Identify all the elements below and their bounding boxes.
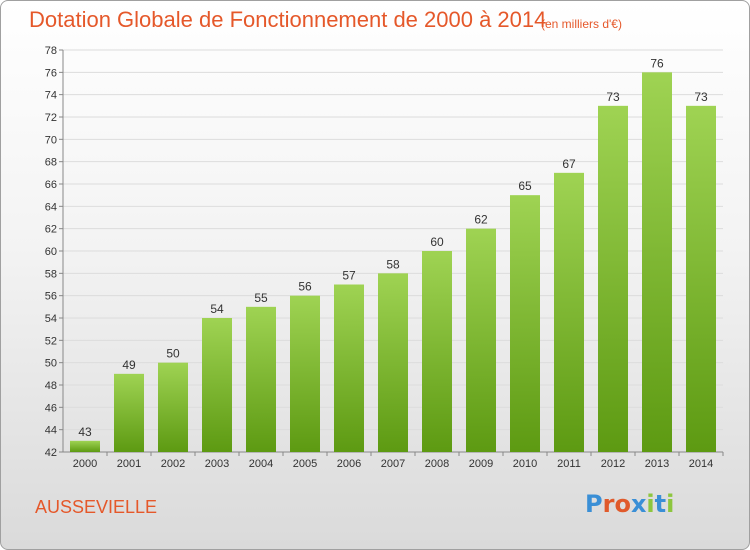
y-tick-label: 50: [45, 358, 57, 370]
y-tick-label: 74: [45, 90, 57, 102]
data-label: 55: [254, 291, 268, 305]
data-label: 67: [562, 157, 576, 171]
bar: [246, 306, 276, 452]
data-label: 56: [298, 280, 312, 294]
data-label: 76: [650, 56, 664, 70]
y-tick-label: 76: [45, 67, 57, 79]
bar: [686, 105, 716, 452]
data-label: 73: [606, 90, 620, 104]
y-tick-label: 68: [45, 157, 57, 169]
y-tick-label: 52: [45, 335, 57, 347]
bar: [378, 273, 408, 452]
y-tick-label: 42: [45, 447, 57, 459]
labels: 43 49 50 54 55 56 57 58 60 62 65 67 73 76 73: [78, 56, 708, 439]
y-tick-label: 48: [45, 380, 57, 392]
bar: [466, 228, 496, 452]
x-tick-label: 2010: [513, 458, 537, 470]
data-label: 50: [166, 347, 180, 361]
data-label: 49: [122, 358, 136, 372]
bar: [554, 172, 584, 453]
x-tick-label: 2011: [557, 458, 581, 470]
bar: [510, 195, 540, 452]
data-label: 65: [518, 179, 532, 193]
y-tick-label: 60: [45, 246, 57, 258]
x-tick-label: 2014: [689, 458, 713, 470]
data-label: 60: [430, 235, 444, 249]
y-tick-label: 54: [45, 313, 57, 325]
x-tick-label: 2008: [425, 458, 449, 470]
x-tick-label: 2012: [601, 458, 625, 470]
data-label: 58: [386, 257, 400, 271]
y-tick-label: 62: [45, 224, 57, 236]
logo-letter: r: [602, 490, 615, 518]
x-tick-label: 2005: [293, 458, 317, 470]
y-tick-label: 56: [45, 291, 57, 303]
bar: [422, 251, 452, 452]
bar: [158, 362, 188, 452]
proxiti-logo[interactable]: Proxiti: [585, 490, 674, 518]
logo-letter: i: [666, 490, 675, 518]
data-label: 62: [474, 213, 488, 227]
bar: [202, 318, 232, 452]
chart-title: Dotation Globale de Fonctionnement de 20…: [29, 7, 547, 32]
bar: [290, 295, 320, 452]
logo-letter: i: [646, 490, 655, 518]
data-label: 54: [210, 302, 224, 316]
data-label: 43: [78, 425, 92, 439]
x-tick-label: 2007: [381, 458, 405, 470]
data-label: 57: [342, 269, 356, 283]
bar: [598, 105, 628, 452]
logo-letter: t: [654, 490, 667, 518]
y-tick-label: 64: [45, 201, 57, 213]
x-tick-label: 2002: [161, 458, 185, 470]
y-tick-label: 66: [45, 179, 57, 191]
logo-letter: x: [630, 490, 647, 518]
x-tick-label: 2000: [73, 458, 97, 470]
x-tick-label: 2006: [337, 458, 361, 470]
bar: [334, 284, 364, 452]
logo-letter: P: [585, 490, 603, 518]
x-tick-label: 2004: [249, 458, 273, 470]
data-label: 73: [694, 90, 708, 104]
y-tick-label: 72: [45, 112, 57, 124]
axes: 42 44 46 48 50 52 54 56 58 60 62 64 66 68 70 72 74 76 78 20…: [45, 45, 724, 470]
logo-letter: o: [614, 490, 631, 518]
x-tick-label: 2001: [117, 458, 141, 470]
x-tick-label: 2013: [645, 458, 669, 470]
y-tick-label: 46: [45, 402, 57, 414]
bars: [70, 72, 716, 453]
bar: [70, 440, 100, 452]
bar: [642, 72, 672, 452]
y-tick-label: 58: [45, 268, 57, 280]
y-tick-label: 78: [45, 45, 57, 57]
y-tick-label: 70: [45, 134, 57, 146]
commune-name: AUSSEVIELLE: [35, 497, 158, 517]
chart-subtitle: (en milliers d'€): [541, 17, 622, 31]
x-tick-label: 2009: [469, 458, 493, 470]
bar: [114, 373, 144, 452]
x-tick-label: 2003: [205, 458, 229, 470]
y-tick-label: 44: [45, 425, 57, 437]
